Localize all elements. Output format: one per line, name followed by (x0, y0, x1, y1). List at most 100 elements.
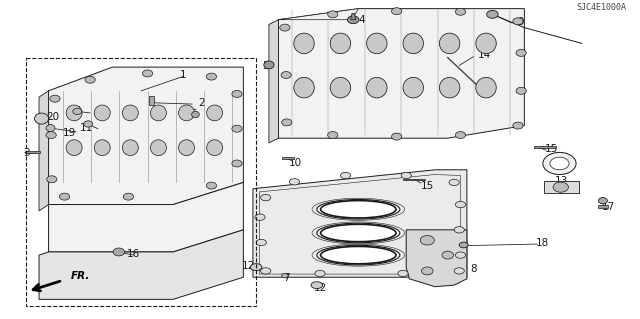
Ellipse shape (255, 214, 265, 220)
Ellipse shape (401, 172, 412, 179)
Text: 11: 11 (80, 123, 93, 133)
Ellipse shape (449, 179, 460, 186)
Text: FR.: FR. (71, 271, 90, 281)
Ellipse shape (94, 140, 110, 156)
Ellipse shape (264, 61, 274, 69)
Text: 7: 7 (283, 273, 289, 283)
Polygon shape (49, 182, 243, 252)
Ellipse shape (60, 193, 70, 200)
Ellipse shape (282, 273, 288, 278)
Ellipse shape (150, 105, 166, 121)
Ellipse shape (311, 282, 323, 289)
Ellipse shape (456, 8, 466, 15)
Bar (26, 58, 256, 306)
Text: 14: 14 (478, 50, 492, 60)
Ellipse shape (317, 199, 400, 219)
Ellipse shape (330, 33, 351, 54)
Polygon shape (149, 95, 154, 105)
Ellipse shape (47, 176, 57, 183)
Ellipse shape (392, 8, 402, 15)
Ellipse shape (232, 125, 242, 132)
Text: 3: 3 (23, 148, 29, 158)
Ellipse shape (553, 182, 568, 192)
Ellipse shape (85, 76, 95, 83)
Polygon shape (351, 13, 356, 20)
Polygon shape (39, 230, 243, 299)
Text: 17: 17 (602, 202, 615, 212)
Ellipse shape (328, 11, 338, 18)
Polygon shape (278, 9, 524, 138)
Ellipse shape (392, 133, 402, 140)
Polygon shape (25, 152, 40, 153)
Polygon shape (253, 170, 467, 277)
Ellipse shape (328, 131, 338, 138)
Text: 11: 11 (69, 106, 83, 116)
Ellipse shape (403, 33, 424, 54)
Ellipse shape (46, 125, 55, 131)
Ellipse shape (281, 71, 291, 78)
Text: 9: 9 (518, 17, 524, 27)
Ellipse shape (513, 18, 523, 25)
Ellipse shape (403, 78, 424, 98)
Ellipse shape (367, 78, 387, 98)
Ellipse shape (280, 24, 290, 31)
Ellipse shape (232, 91, 242, 97)
Ellipse shape (315, 270, 325, 277)
Text: 12: 12 (242, 261, 255, 271)
Text: 12: 12 (314, 283, 326, 293)
Polygon shape (282, 157, 294, 159)
Ellipse shape (46, 131, 56, 138)
Ellipse shape (206, 182, 216, 189)
Ellipse shape (598, 197, 607, 204)
Ellipse shape (454, 227, 465, 233)
Ellipse shape (442, 251, 454, 259)
Ellipse shape (179, 140, 195, 156)
Text: 2: 2 (198, 98, 205, 108)
Ellipse shape (440, 33, 460, 54)
Ellipse shape (456, 252, 466, 258)
Ellipse shape (207, 140, 223, 156)
Ellipse shape (250, 263, 262, 271)
Polygon shape (39, 91, 49, 211)
Ellipse shape (94, 105, 110, 121)
Text: 19: 19 (63, 129, 76, 138)
Text: 4: 4 (358, 15, 365, 25)
Ellipse shape (317, 245, 400, 265)
Text: 16: 16 (184, 109, 198, 120)
Text: 8: 8 (470, 264, 477, 274)
Text: 1: 1 (179, 70, 186, 80)
Ellipse shape (330, 78, 351, 98)
Ellipse shape (66, 105, 82, 121)
Ellipse shape (440, 78, 460, 98)
Ellipse shape (454, 268, 465, 274)
Ellipse shape (317, 223, 400, 243)
Ellipse shape (122, 140, 138, 156)
Ellipse shape (124, 193, 134, 200)
Ellipse shape (294, 78, 314, 98)
Ellipse shape (456, 131, 466, 138)
Ellipse shape (294, 33, 314, 54)
Ellipse shape (143, 70, 153, 77)
Ellipse shape (113, 248, 125, 256)
Ellipse shape (398, 270, 408, 277)
Ellipse shape (191, 111, 199, 118)
Ellipse shape (73, 108, 82, 115)
Ellipse shape (84, 121, 93, 127)
Polygon shape (543, 181, 579, 194)
Text: 6: 6 (572, 184, 579, 194)
Ellipse shape (206, 73, 216, 80)
Ellipse shape (260, 195, 271, 201)
Text: 20: 20 (47, 112, 60, 122)
Ellipse shape (516, 87, 526, 94)
Ellipse shape (50, 95, 60, 102)
Ellipse shape (420, 235, 435, 245)
Ellipse shape (486, 11, 498, 18)
Ellipse shape (460, 242, 468, 248)
Polygon shape (278, 9, 358, 20)
Ellipse shape (476, 78, 496, 98)
Ellipse shape (282, 119, 292, 126)
Text: 13: 13 (555, 176, 568, 186)
Ellipse shape (422, 267, 433, 275)
Polygon shape (403, 179, 426, 180)
Polygon shape (269, 20, 278, 143)
